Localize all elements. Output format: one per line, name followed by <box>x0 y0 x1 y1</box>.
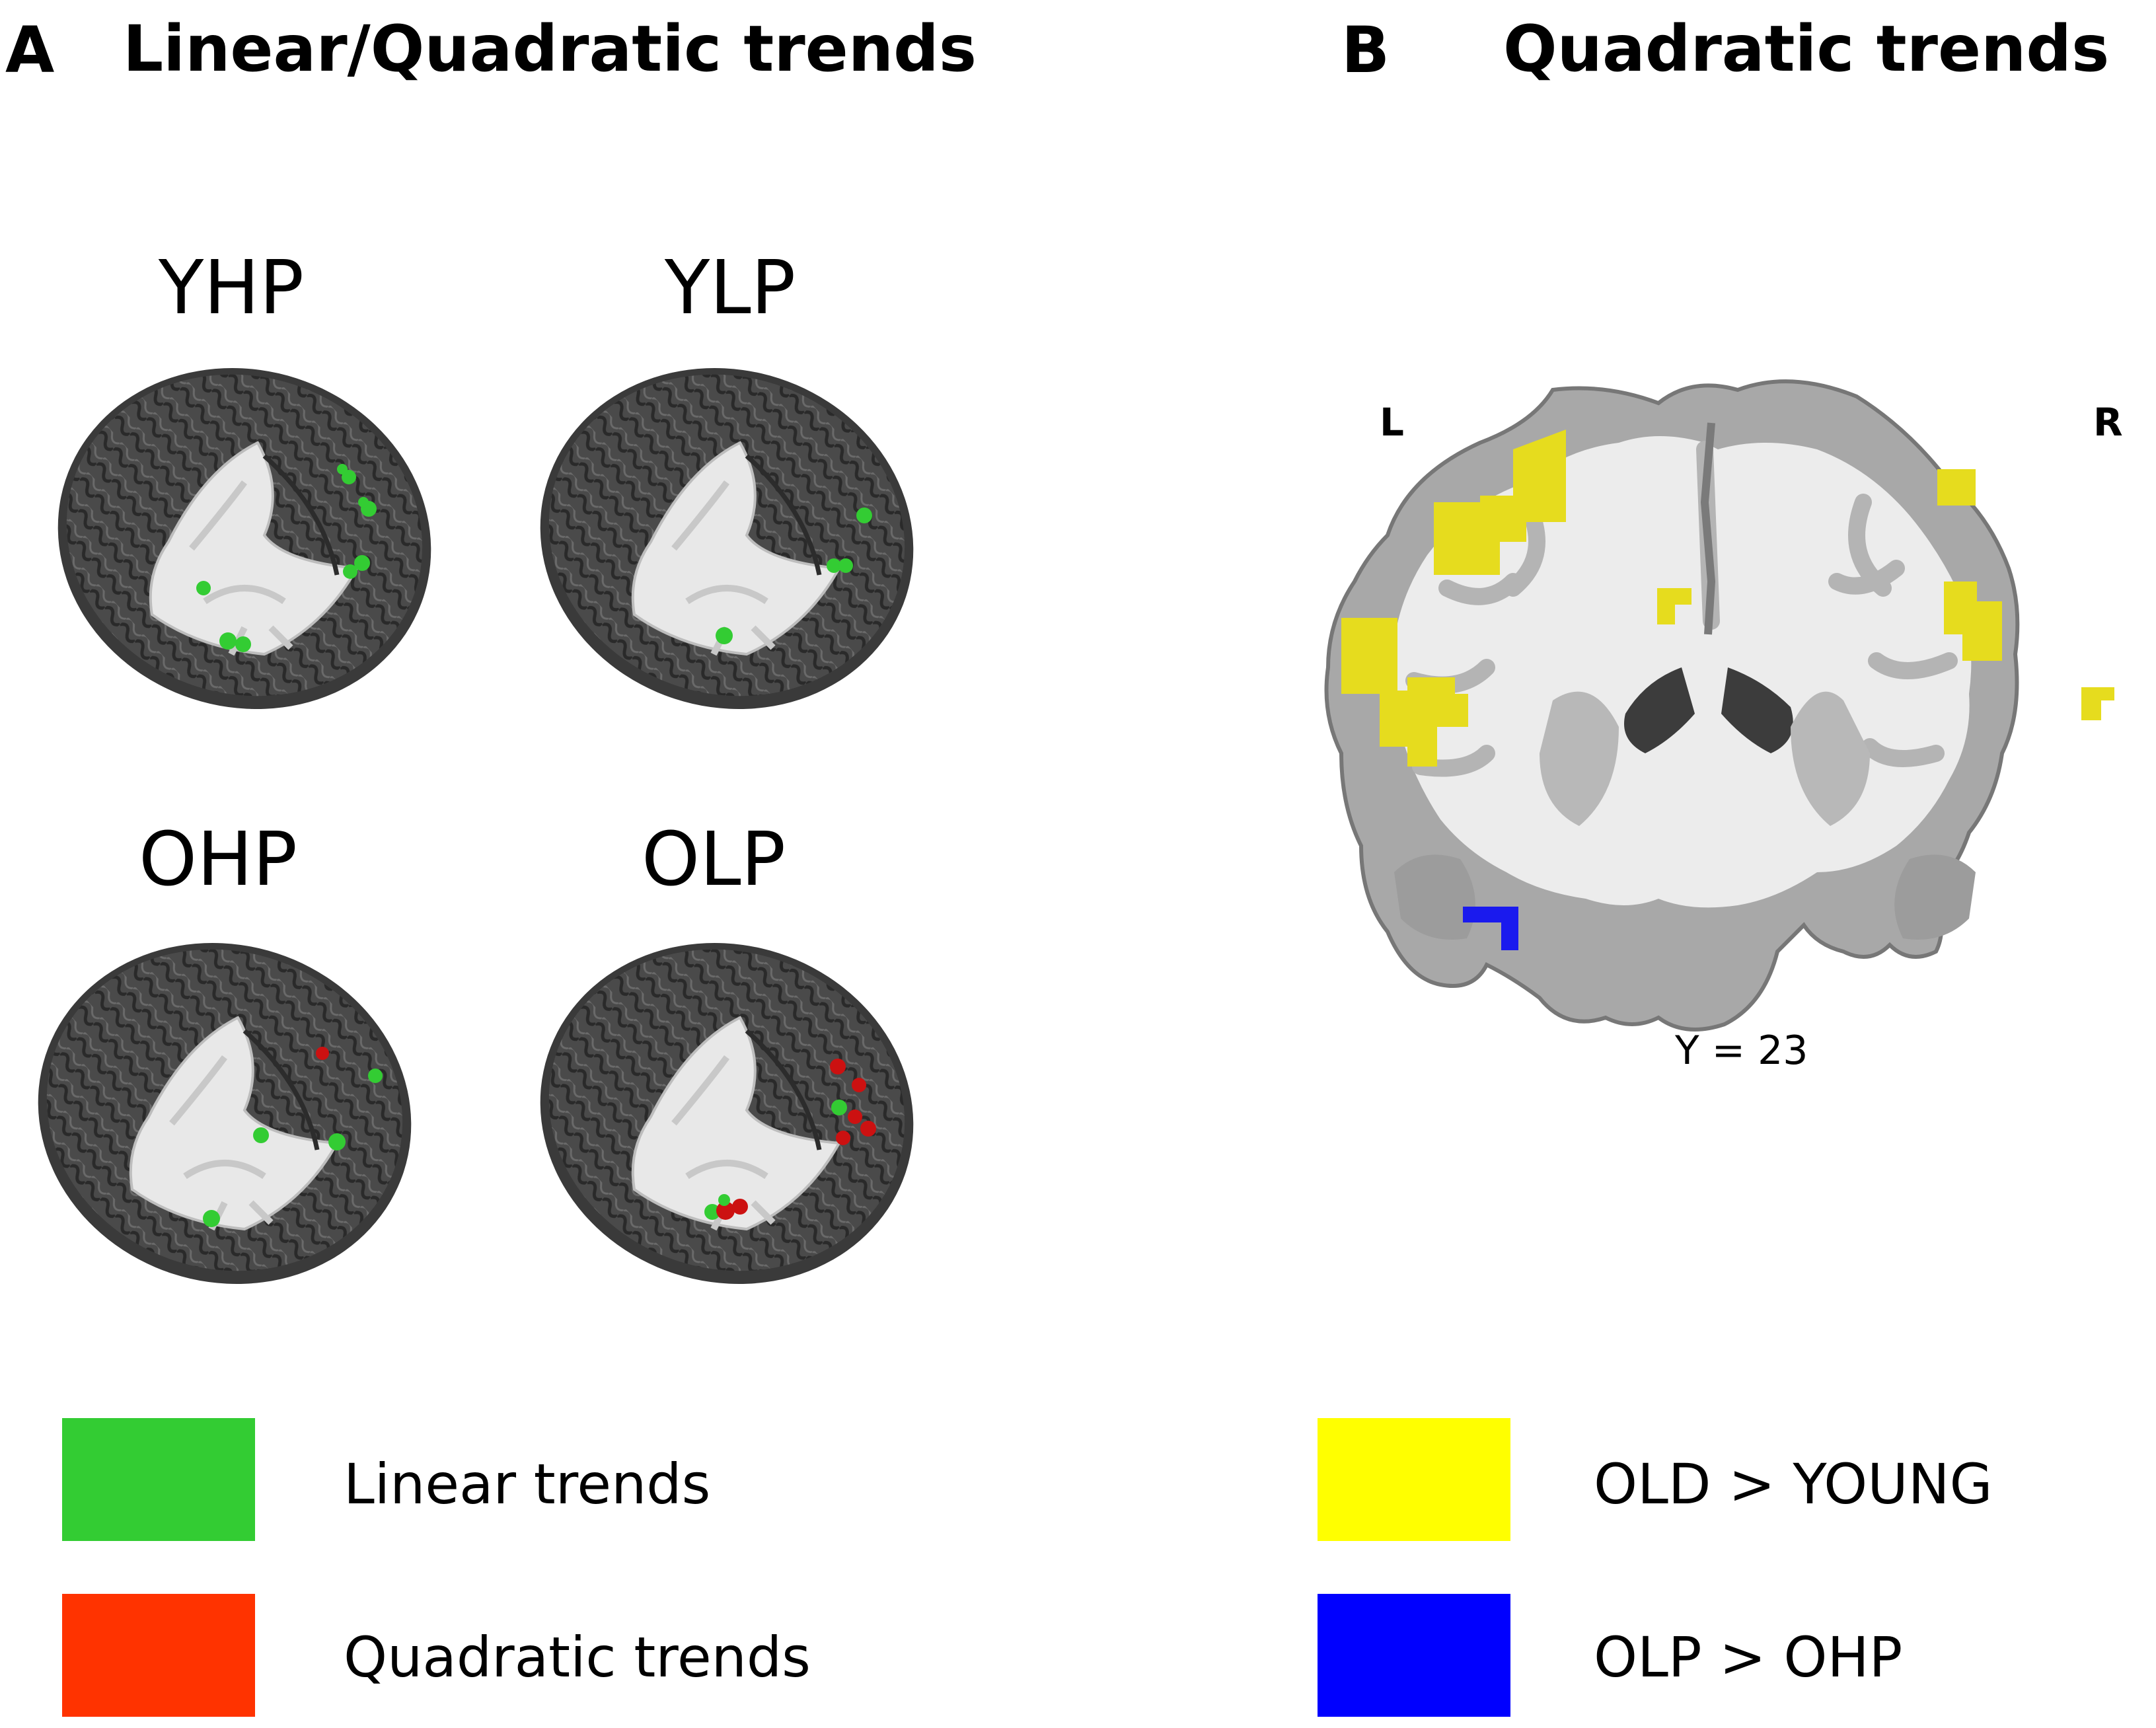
panel-a-letter: A <box>5 13 55 87</box>
old-young-cluster <box>1937 469 1976 506</box>
brain-render-ohp <box>38 942 412 1285</box>
legend-label-olp-ohp: OLP > OHP <box>1594 1625 1903 1690</box>
legend-swatch-olp-ohp <box>1318 1594 1510 1717</box>
quadratic-marker <box>848 1109 862 1124</box>
old-young-cluster <box>1944 582 2002 661</box>
panel-b-title: Quadratic trends <box>1503 12 2110 86</box>
legend-swatch-linear <box>62 1418 255 1541</box>
linear-marker <box>368 1069 383 1083</box>
legend-label-quadratic: Quadratic trends <box>344 1625 811 1690</box>
ohp-markers <box>203 1047 383 1227</box>
legend-swatch-old-young <box>1318 1418 1510 1541</box>
quadratic-marker <box>316 1047 329 1060</box>
quadratic-marker <box>830 1059 846 1074</box>
brain-label-olp: OLP <box>641 817 786 903</box>
linear-marker <box>219 632 237 650</box>
slice-coordinate: Y = 23 <box>1675 1028 1808 1074</box>
old-young-cluster <box>1657 588 1691 624</box>
old-young-cluster <box>2081 687 2114 720</box>
old-young-cluster <box>1380 677 1468 767</box>
legend-label-old-young: OLD > YOUNG <box>1594 1452 1993 1517</box>
linear-marker <box>203 1210 220 1227</box>
brain-render-ylp <box>540 367 914 710</box>
linear-marker <box>716 627 733 644</box>
panel-a-title: Linear/Quadratic trends <box>123 12 977 86</box>
linear-marker <box>827 558 841 573</box>
linear-marker <box>856 507 872 523</box>
brain-label-yhp: YHP <box>158 245 305 331</box>
old-young-cluster <box>1434 502 1500 575</box>
quadratic-marker <box>860 1121 876 1137</box>
quadratic-marker <box>732 1199 748 1215</box>
brain-render-yhp <box>57 367 431 710</box>
panel-b-letter: B <box>1341 13 1390 87</box>
legend-swatch-quadratic <box>62 1594 255 1717</box>
brain-render-olp <box>540 942 914 1285</box>
yhp-linear-markers <box>196 464 377 652</box>
linear-marker <box>328 1133 346 1150</box>
linear-marker <box>718 1194 730 1206</box>
ylp-linear-markers <box>716 507 872 644</box>
linear-marker <box>343 564 357 579</box>
left-hemisphere-label: L <box>1380 400 1404 445</box>
linear-marker <box>354 555 370 571</box>
coronal-slice <box>1324 379 2114 1032</box>
old-young-clusters <box>1341 430 2114 767</box>
olp-markers <box>704 1059 876 1220</box>
linear-marker <box>838 558 853 573</box>
linear-marker <box>704 1204 720 1220</box>
linear-marker <box>358 497 369 507</box>
quadratic-marker <box>852 1078 866 1092</box>
old-young-cluster <box>1480 430 1566 542</box>
linear-marker <box>235 636 251 652</box>
linear-marker <box>337 464 348 474</box>
quadratic-marker <box>716 1201 735 1220</box>
old-young-cluster <box>1341 618 1397 694</box>
linear-marker <box>196 581 211 595</box>
olp-ohp-cluster <box>1463 907 1518 950</box>
brain-label-ohp: OHP <box>139 817 297 903</box>
linear-marker <box>831 1100 847 1115</box>
brain-label-ylp: YLP <box>664 245 796 331</box>
legend-label-linear: Linear trends <box>344 1452 711 1517</box>
quadratic-marker <box>836 1131 850 1145</box>
right-hemisphere-label: R <box>2093 400 2123 445</box>
linear-marker <box>253 1127 269 1143</box>
